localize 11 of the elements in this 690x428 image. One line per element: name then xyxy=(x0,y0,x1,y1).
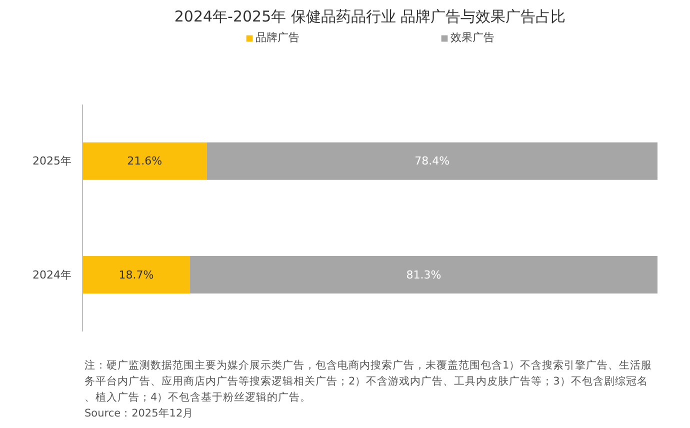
text: 注：硬广监测数据范围主要为媒介展示类广告，包含电商内搜索广告，未覆盖范围包含1）不含搜索引擎广告、生活服务平台内广告、应用商店内广告等搜索逻辑相关广告；2）不含游戏内广告、工具内皮肤广告等；3）不包含剧综冠名、植入广告；4）不包含基于粉丝逻辑的广告。 xyxy=(84,358,652,404)
data-label: 18.7% xyxy=(118,268,154,282)
source-note: Source：2025年12月 xyxy=(84,407,194,420)
data-label: 78.4% xyxy=(414,154,450,168)
chart-title: 2024年-2025年 保健品药品行业 品牌广告与效果广告占比 xyxy=(174,8,566,26)
legend-label: 效果广告 xyxy=(450,30,494,45)
data-label: 21.6% xyxy=(127,154,162,168)
data-label: 81.3% xyxy=(406,268,442,282)
legend-label: 品牌广告 xyxy=(256,30,300,45)
y-tick-label: 2025年 xyxy=(32,154,72,168)
y-tick-label: 2024年 xyxy=(32,268,72,282)
